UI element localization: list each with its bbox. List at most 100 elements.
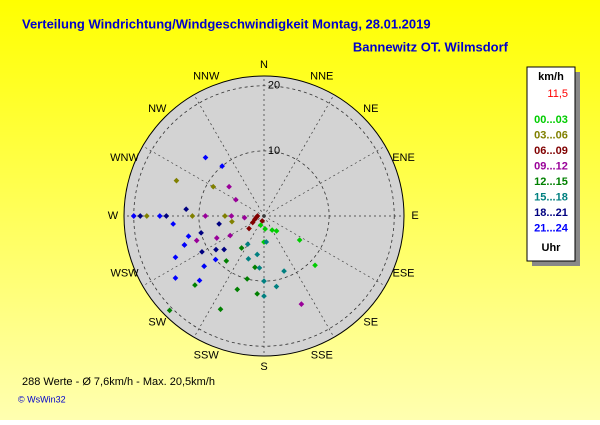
- point: [252, 264, 258, 271]
- legend-entry: 21...24: [534, 222, 569, 234]
- direction-label: WNW: [110, 152, 139, 164]
- point: [273, 283, 280, 290]
- direction-label: WSW: [110, 268, 139, 280]
- legend-entry: 00...03: [534, 114, 568, 126]
- point: [193, 237, 200, 244]
- point: [212, 256, 219, 263]
- point: [296, 237, 303, 243]
- point: [234, 286, 241, 293]
- point: [249, 219, 256, 226]
- direction-label: ESE: [392, 268, 414, 280]
- point: [221, 246, 227, 253]
- point: [183, 206, 189, 213]
- legend-value: 11,5: [547, 88, 568, 100]
- point: [246, 225, 252, 232]
- direction-label: SSE: [311, 349, 333, 361]
- footer: 288 Werte - Ø 7,6km/h - Max. 20,5km/h: [22, 376, 215, 388]
- direction-label: NW: [148, 103, 167, 115]
- point: [199, 248, 205, 255]
- direction-label: SW: [148, 317, 166, 329]
- point: [170, 221, 177, 227]
- spoke: [193, 94, 265, 217]
- point: [263, 239, 270, 245]
- chart-subtitle: Bannewitz OT. Wilmsdorf: [353, 39, 509, 54]
- point: [253, 214, 260, 221]
- point: [216, 221, 222, 227]
- legend-entry: 09...12: [534, 160, 568, 172]
- legend-entry: 18...21: [534, 207, 568, 219]
- point: [201, 263, 207, 270]
- point: [202, 213, 209, 219]
- point: [143, 213, 150, 219]
- point: [232, 196, 239, 203]
- direction-label: W: [108, 210, 119, 222]
- point: [156, 213, 163, 219]
- point: [228, 213, 235, 219]
- spoke: [263, 215, 386, 287]
- spoke: [263, 94, 335, 217]
- point: [312, 262, 318, 269]
- point: [130, 213, 137, 219]
- direction-label: E: [411, 210, 418, 222]
- legend-title: km/h: [538, 71, 564, 83]
- point: [198, 230, 204, 236]
- r-tick-label: 20: [268, 80, 280, 92]
- legend-entry: 15...18: [534, 191, 568, 203]
- legend-box: [526, 66, 576, 262]
- direction-label: NNE: [310, 70, 333, 82]
- spoke: [193, 215, 265, 338]
- point: [210, 183, 217, 190]
- point: [281, 268, 287, 274]
- point: [213, 246, 219, 253]
- point: [273, 228, 280, 234]
- point: [254, 291, 261, 297]
- point: [241, 214, 248, 221]
- direction-label: SE: [363, 317, 378, 329]
- point: [189, 213, 196, 219]
- point: [262, 226, 268, 232]
- point: [222, 213, 228, 219]
- point: [219, 163, 225, 169]
- direction-label: ENE: [392, 152, 415, 164]
- point: [256, 265, 263, 271]
- direction-label: N: [260, 59, 268, 71]
- direction-label: NE: [363, 103, 378, 115]
- point: [172, 254, 179, 261]
- legend-entry: 06...09: [534, 145, 568, 157]
- point: [245, 256, 252, 262]
- point: [238, 245, 245, 251]
- point: [196, 277, 203, 284]
- point: [244, 276, 250, 282]
- point: [227, 232, 233, 239]
- point: [192, 282, 198, 288]
- point: [202, 154, 209, 161]
- spoke: [263, 215, 335, 338]
- legend-footer: Uhr: [542, 242, 562, 254]
- point: [269, 227, 275, 233]
- point: [173, 177, 180, 184]
- point: [257, 222, 264, 229]
- point: [181, 242, 188, 248]
- point: [163, 213, 170, 219]
- point: [298, 301, 305, 307]
- chart-title: Verteilung Windrichtung/Windgeschwindigk…: [22, 16, 431, 31]
- point: [261, 293, 267, 299]
- direction-label: NNW: [193, 70, 220, 82]
- point: [244, 241, 251, 248]
- point: [137, 213, 144, 219]
- point: [213, 235, 220, 241]
- legend-entry: 03...06: [534, 129, 568, 141]
- point: [223, 258, 230, 264]
- point: [229, 218, 235, 225]
- direction-label: SSW: [194, 349, 220, 361]
- r-tick-label: 10: [268, 145, 280, 157]
- point: [185, 233, 192, 240]
- point: [261, 278, 267, 284]
- point: [166, 307, 173, 314]
- credit: © WsWin32: [18, 394, 66, 404]
- point: [259, 218, 266, 224]
- direction-label: S: [260, 361, 267, 373]
- point: [226, 183, 232, 190]
